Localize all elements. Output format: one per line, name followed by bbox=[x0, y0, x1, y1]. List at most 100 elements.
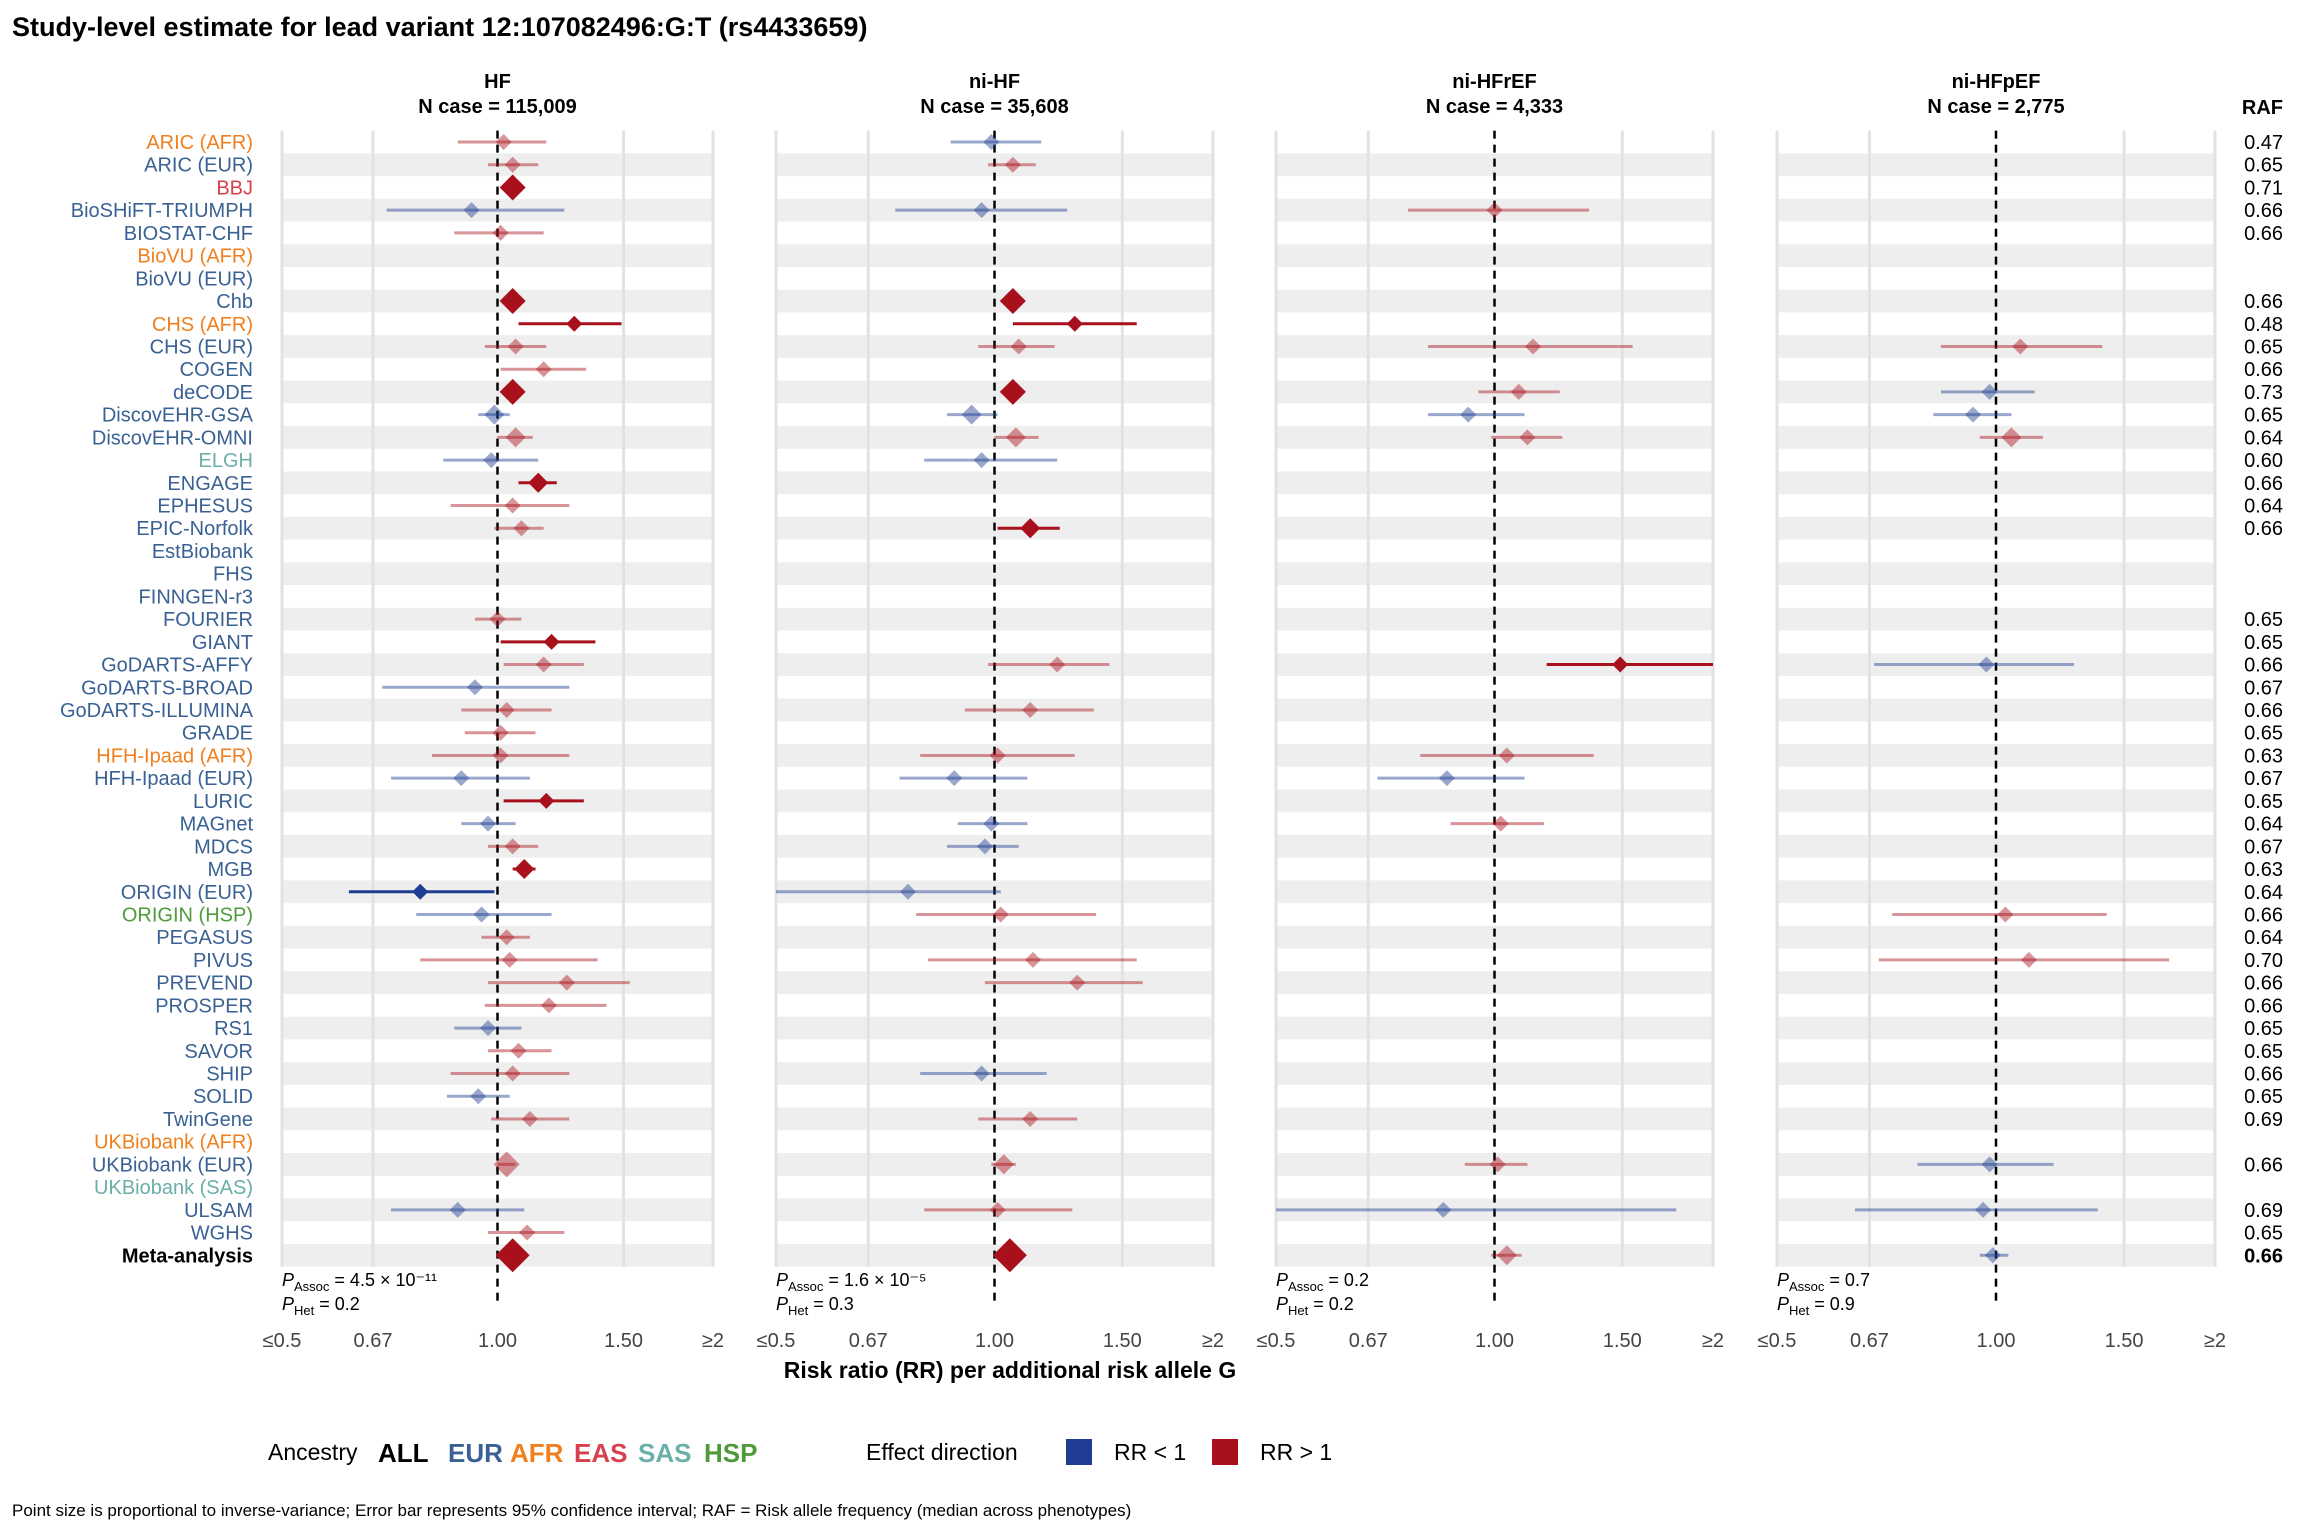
estimate-point bbox=[540, 997, 557, 1014]
row-band bbox=[282, 971, 713, 994]
legend-ancestry-all: ALL bbox=[378, 1438, 429, 1468]
row-band bbox=[776, 1153, 1213, 1176]
row-band bbox=[1777, 925, 2215, 949]
raf-value: 0.47 bbox=[2244, 132, 2283, 154]
raf-value: 0.66 bbox=[2244, 904, 2283, 926]
raf-value: 0.64 bbox=[2244, 882, 2283, 904]
estimate-point bbox=[1981, 383, 1998, 400]
estimate-point bbox=[1004, 156, 1021, 173]
row-band bbox=[1276, 380, 1713, 404]
row-band bbox=[776, 744, 1213, 767]
raf-value: 0.73 bbox=[2244, 382, 2283, 404]
estimate-point bbox=[1020, 518, 1041, 539]
study-label: PREVEND bbox=[156, 973, 253, 995]
estimate-point bbox=[484, 404, 505, 425]
estimate-point bbox=[514, 859, 535, 880]
estimate-point bbox=[1486, 202, 1503, 219]
x-tick-label: 1.00 bbox=[1977, 1330, 2016, 1352]
estimate-point bbox=[1510, 383, 1527, 400]
panel: HF N case = 115,009 PAssoc = 4.5 × 10⁻¹¹PH… bbox=[282, 71, 630, 1318]
estimate-point bbox=[1438, 770, 1455, 787]
estimate-point bbox=[543, 633, 560, 650]
study-label: deCODE bbox=[173, 382, 253, 404]
gridlines: ≤0.5 0.67 1.00 1.50 ≥2 ≤0.5 0.67 1.00 1.50 ≥2 ≤0.5… bbox=[263, 130, 2226, 1352]
study-label: COGEN bbox=[180, 359, 253, 381]
study-label: MDCS bbox=[194, 836, 253, 858]
study-label: BIOSTAT-CHF bbox=[124, 223, 253, 245]
x-tick-label: ≤0.5 bbox=[263, 1330, 302, 1352]
study-label: CHS (AFR) bbox=[152, 314, 253, 336]
row-band bbox=[1276, 198, 1713, 222]
raf-value: 0.66 bbox=[2244, 1154, 2283, 1176]
raf-value: 0.65 bbox=[2244, 336, 2283, 358]
estimate-point bbox=[1069, 974, 1086, 991]
row-band bbox=[776, 925, 1213, 949]
study-label: BioSHiFT-TRIUMPH bbox=[71, 200, 253, 222]
row-band bbox=[1276, 789, 1713, 813]
row-band bbox=[1777, 380, 2215, 404]
panel-title: HF bbox=[484, 71, 511, 93]
raf-value: 0.66 bbox=[2244, 1245, 2283, 1267]
estimate-point bbox=[492, 724, 509, 741]
legend-effect-text: RR > 1 bbox=[1260, 1439, 1332, 1465]
estimate-point bbox=[989, 747, 1006, 764]
legend-ancestry-eas: EAS bbox=[574, 1438, 627, 1468]
estimate-point bbox=[1997, 906, 2014, 923]
study-label: UKBiobank (EUR) bbox=[92, 1154, 253, 1176]
raf-value: 0.65 bbox=[2244, 1223, 2283, 1245]
x-tick-label: ≥2 bbox=[1702, 1330, 1724, 1352]
study-label: GoDARTS-BROAD bbox=[81, 677, 253, 699]
panel-n-case: N case = 4,333 bbox=[1426, 96, 1563, 118]
legend-swatch bbox=[1066, 1439, 1092, 1465]
legend-effect-text: RR < 1 bbox=[1114, 1439, 1186, 1465]
row-band bbox=[776, 244, 1213, 267]
estimate-point bbox=[463, 202, 480, 219]
x-tick-label: ≤0.5 bbox=[757, 1330, 796, 1352]
raf-value: 0.66 bbox=[2244, 995, 2283, 1017]
study-label: GRADE bbox=[182, 723, 253, 745]
legend-ancestry-sas: SAS bbox=[638, 1438, 691, 1468]
study-label: ARIC (EUR) bbox=[144, 155, 253, 177]
study-label: TwinGene bbox=[163, 1109, 253, 1131]
study-label: SAVOR bbox=[184, 1041, 253, 1063]
x-tick-label: ≤0.5 bbox=[1257, 1330, 1296, 1352]
raf-value: 0.66 bbox=[2244, 700, 2283, 722]
estimate-point bbox=[492, 224, 509, 241]
estimate-point bbox=[499, 378, 526, 405]
legend-ancestry-label: Ancestry bbox=[268, 1439, 358, 1465]
study-label: DiscovEHR-GSA bbox=[102, 405, 254, 427]
chart-title: Study-level estimate for lead variant 12… bbox=[12, 12, 867, 42]
raf-value: 0.71 bbox=[2244, 177, 2283, 199]
x-tick-label: 1.50 bbox=[1103, 1330, 1142, 1352]
estimate-point bbox=[1612, 656, 1629, 673]
estimate-point bbox=[507, 338, 524, 355]
x-tick-label: 1.50 bbox=[1603, 1330, 1642, 1352]
estimate-point bbox=[498, 702, 515, 718]
estimate-point bbox=[466, 679, 483, 696]
row-band bbox=[1777, 789, 2215, 813]
study-label: RS1 bbox=[214, 1018, 253, 1040]
estimate-point bbox=[519, 1224, 536, 1241]
raf-value: 0.66 bbox=[2244, 973, 2283, 995]
estimate-point bbox=[501, 951, 518, 968]
study-label: HFH-Ipaad (AFR) bbox=[96, 745, 253, 767]
x-tick-label: 1.50 bbox=[604, 1330, 643, 1352]
raf-value: 0.64 bbox=[2244, 496, 2283, 518]
legend-swatch bbox=[1212, 1439, 1238, 1465]
panel-title: ni-HF bbox=[969, 71, 1020, 93]
estimate-point bbox=[1022, 1110, 1039, 1127]
estimate-point bbox=[498, 929, 515, 946]
estimate-point bbox=[992, 1238, 1027, 1273]
raf-value: 0.63 bbox=[2244, 859, 2283, 881]
row-band bbox=[776, 426, 1213, 449]
row-band bbox=[776, 380, 1213, 404]
study-label: SOLID bbox=[193, 1086, 253, 1108]
row-band bbox=[1777, 244, 2215, 267]
study-label: PROSPER bbox=[155, 995, 253, 1017]
raf-value: 0.69 bbox=[2244, 1200, 2283, 1222]
estimate-point bbox=[493, 1151, 520, 1178]
estimate-point bbox=[489, 611, 506, 628]
raf-value: 0.66 bbox=[2244, 1064, 2283, 1086]
estimate-point bbox=[449, 1201, 466, 1218]
study-label: DiscovEHR-OMNI bbox=[92, 427, 253, 449]
